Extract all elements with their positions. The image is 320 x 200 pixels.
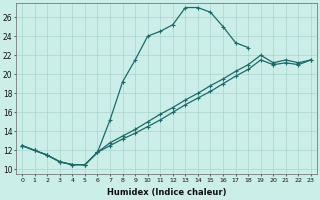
X-axis label: Humidex (Indice chaleur): Humidex (Indice chaleur) xyxy=(107,188,226,197)
